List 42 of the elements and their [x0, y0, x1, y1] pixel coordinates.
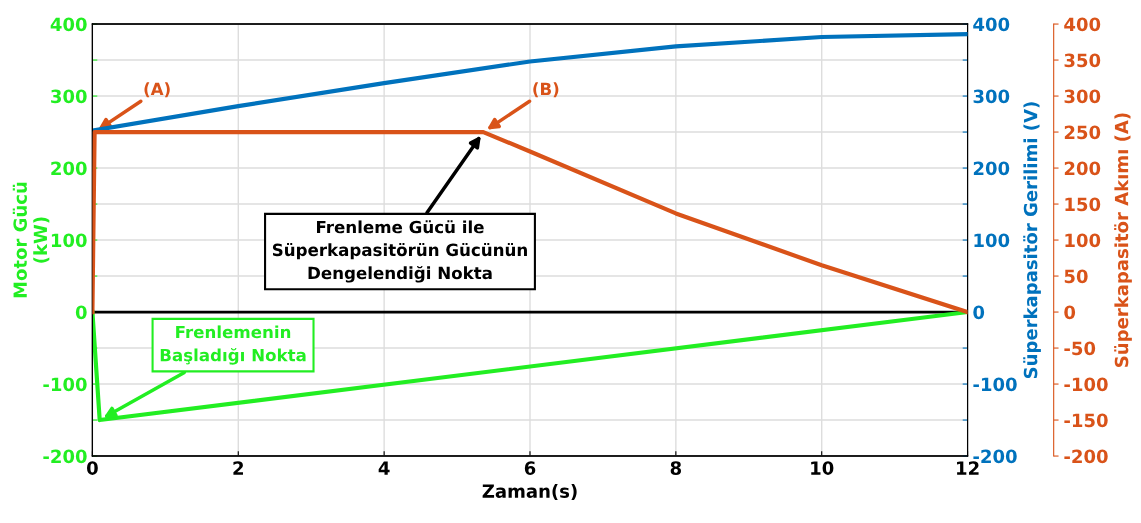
y3-tick-label: -150: [1064, 413, 1108, 428]
x-tick-label: 10: [811, 461, 834, 475]
y-tick-label: -100: [43, 377, 87, 392]
y3-axis-title: Süperkapasitör Akımı (A): [1114, 113, 1132, 367]
x-tick-label: 0: [87, 461, 98, 475]
y3-tick-label: 400: [1064, 17, 1101, 32]
y3-tick-label: 0: [1064, 305, 1076, 320]
y2-tick-label: 200: [973, 161, 1010, 176]
y2-tick-label: 400: [973, 17, 1010, 32]
y-tick-label: 400: [50, 17, 87, 32]
y-tick-label: 300: [51, 89, 87, 104]
x-tick-label: 4: [378, 461, 390, 475]
y3-tick-label: 100: [1065, 233, 1101, 248]
annotation: (A): [144, 82, 170, 98]
x-axis-title: Zaman(s): [482, 483, 577, 501]
y3-tick-label: -200: [1064, 449, 1108, 464]
y-tick-label: 0: [75, 305, 87, 320]
x-tick-label: 6: [524, 461, 536, 475]
y3-tick-label: 250: [1064, 125, 1101, 140]
y2-tick-label: -100: [973, 377, 1017, 392]
y2-tick-label: 100: [974, 233, 1010, 248]
y3-tick-label: -50: [1064, 341, 1096, 356]
y3-tick-label: 300: [1064, 89, 1101, 104]
annotation: (B): [533, 82, 559, 98]
y-axis-title: Motor Gücü (kW): [12, 182, 50, 298]
annotation: Frenlemenin Başladığı Nokta: [160, 325, 306, 365]
y-tick-label: 200: [51, 161, 87, 176]
y2-tick-label: 0: [973, 305, 985, 320]
annotation: Frenleme Gücü ile Süperkapasitörün Gücünün Dengelendiği Nokta: [272, 220, 527, 283]
y3-tick-label: 200: [1064, 161, 1101, 176]
y-tick-label: -200: [43, 449, 87, 464]
line-series: [92, 129, 968, 315]
x-tick-label: 2: [233, 461, 243, 475]
y3-tick-label: -100: [1064, 377, 1108, 392]
y3-tick-label: 350: [1064, 53, 1101, 68]
y2-axis-title: Süperkapasitör Gerilimi (V): [1023, 102, 1041, 379]
y2-tick-label: 300: [973, 89, 1010, 104]
y3-tick-label: 50: [1064, 269, 1088, 284]
line-series: [92, 32, 968, 133]
y-tick-label: 100: [51, 233, 87, 248]
y3-tick-label: 150: [1065, 197, 1101, 212]
x-tick-label: 8: [670, 461, 682, 475]
